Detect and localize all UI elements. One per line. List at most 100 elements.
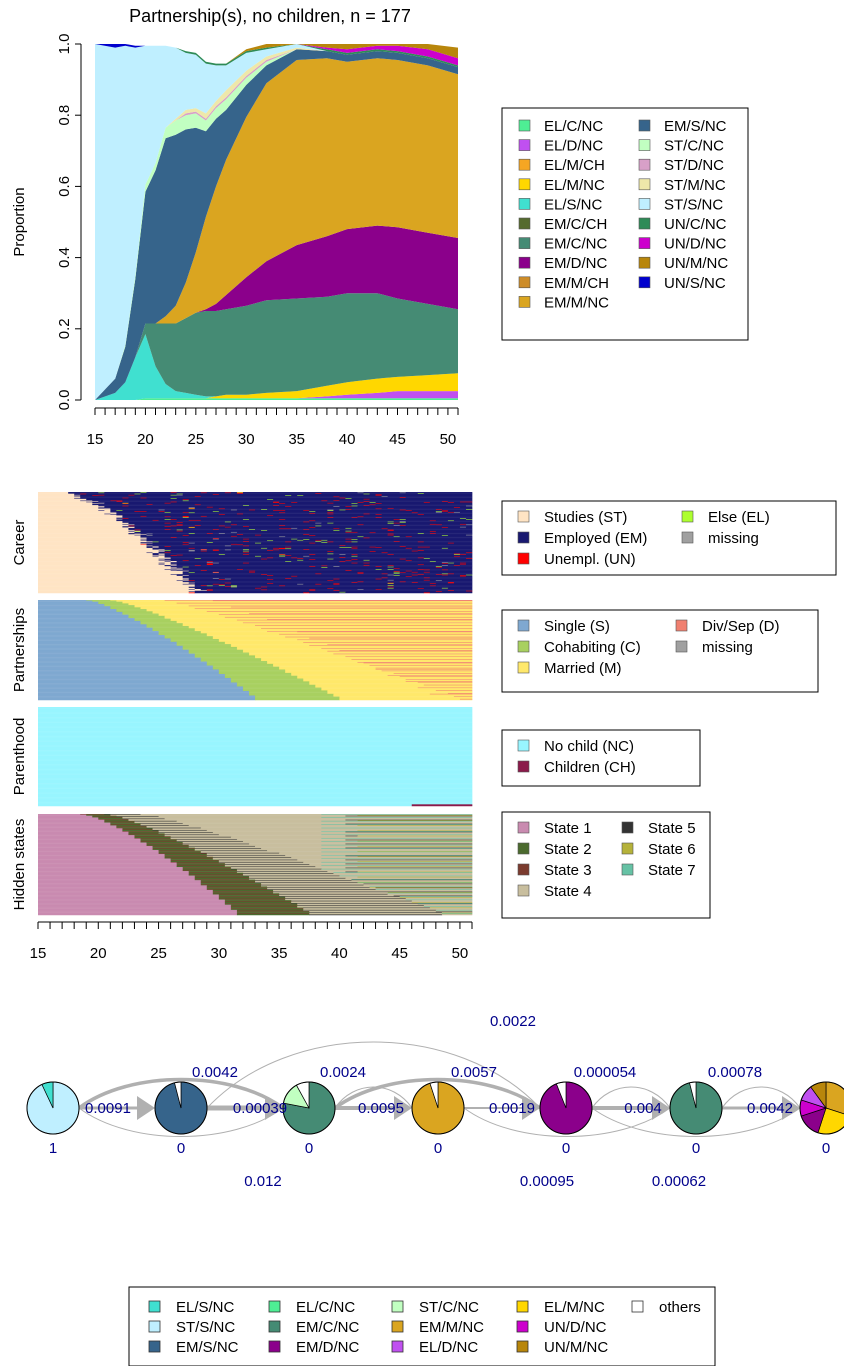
sequence-cell (182, 578, 226, 580)
legend-swatch (517, 510, 530, 523)
sequence-cell (38, 712, 473, 713)
legend-swatch (517, 619, 530, 632)
sequence-cell (447, 569, 473, 571)
sequence-cell (146, 843, 183, 845)
sequence-cell (38, 638, 171, 640)
sequence-cell (212, 542, 322, 544)
sequence-cell (315, 539, 322, 541)
sequence-cell (363, 513, 370, 515)
sequence-cell (38, 632, 159, 634)
sequence-cell (110, 600, 165, 601)
sequence-cell (128, 523, 388, 525)
sequence-cell (38, 496, 75, 498)
sequence-cell (38, 678, 232, 680)
sequence-cell (38, 726, 473, 728)
sequence-cell (104, 604, 129, 606)
sequence-cell (38, 880, 202, 882)
sequence-cell (38, 827, 117, 829)
sequence-cell (200, 827, 322, 829)
sequence-cell (242, 519, 250, 521)
sequence-cell (38, 570, 189, 572)
sequence-cell (447, 511, 473, 513)
sequence-cell (206, 887, 268, 889)
sequence-cell (309, 554, 316, 556)
x-tick-label: 15 (30, 945, 47, 962)
sequence-cell (170, 861, 220, 863)
legend-swatch (518, 198, 531, 210)
sequence-cell (122, 831, 159, 832)
sequence-cell (38, 671, 220, 673)
sequence-cell (303, 521, 310, 523)
sequence-cell (200, 519, 473, 521)
sequence-cell (38, 495, 81, 497)
sequence-cell (309, 566, 316, 567)
sequence-cell (369, 532, 376, 534)
sequence-cell (152, 541, 159, 543)
sequence-cell (38, 845, 147, 847)
sequence-cell (453, 582, 473, 584)
sequence-cell (170, 498, 177, 500)
sequence-cell (303, 910, 473, 912)
sequence-cell (128, 617, 165, 619)
sequence-cell (387, 577, 425, 579)
sequence-cell (128, 603, 473, 605)
sequence-cell (279, 548, 286, 550)
sequence-cell (285, 671, 473, 672)
sequence-cell (291, 557, 298, 559)
sequence-cell (116, 517, 473, 519)
sequence-cell (152, 535, 183, 537)
legend-swatch (517, 552, 530, 565)
sequence-cell (411, 536, 473, 538)
sequence-cell (176, 561, 473, 563)
sequence-cell (242, 513, 328, 515)
sequence-cell (122, 602, 177, 604)
sequence-cell (188, 605, 473, 607)
legend-label: EM/D/NC (544, 255, 608, 272)
sequence-cell (321, 837, 473, 839)
sequence-cell (393, 895, 473, 897)
sequence-cell (321, 855, 473, 856)
sequence-cell (38, 711, 473, 713)
sequence-cell (345, 877, 473, 879)
sequence-cell (255, 534, 262, 536)
sequence-cell (38, 634, 159, 636)
sequence-cell (393, 568, 400, 570)
sequence-cell (375, 494, 382, 496)
sequence-cell (176, 645, 232, 647)
sequence-cell (303, 583, 316, 585)
sequence-cell (122, 521, 226, 523)
sequence-cell (38, 824, 111, 826)
sequence-cell (435, 509, 443, 510)
sequence-cell (387, 892, 473, 893)
sequence-cell (321, 851, 473, 853)
sequence-cell (38, 586, 189, 588)
legend-swatch (268, 1320, 281, 1333)
sequence-cell (116, 827, 147, 829)
sequence-cell (387, 892, 473, 894)
sequence-cell (447, 693, 473, 695)
sequence-cell (363, 498, 370, 500)
sequence-cell (38, 623, 141, 624)
sequence-cell (206, 633, 280, 635)
sequence-cell (38, 506, 105, 508)
sequence-cell (152, 828, 473, 830)
transition-label: 0.0042 (747, 1100, 793, 1117)
sequence-cell (140, 839, 177, 841)
sequence-cell (158, 555, 165, 557)
sequence-cell (140, 535, 147, 537)
sequence-cell (38, 782, 473, 784)
sequence-cell (188, 627, 473, 628)
sequence-cell (38, 640, 171, 641)
sequence-cell (38, 753, 473, 755)
sequence-cell (230, 905, 298, 907)
sequence-cell (285, 672, 473, 674)
legend-swatch (638, 139, 651, 151)
sequence-cell (164, 835, 346, 837)
area-el-c-nc (95, 398, 458, 400)
sequence-cell (267, 550, 274, 552)
sequence-cell (146, 827, 473, 828)
legend-swatch (391, 1320, 404, 1333)
sequence-cell (116, 815, 346, 817)
